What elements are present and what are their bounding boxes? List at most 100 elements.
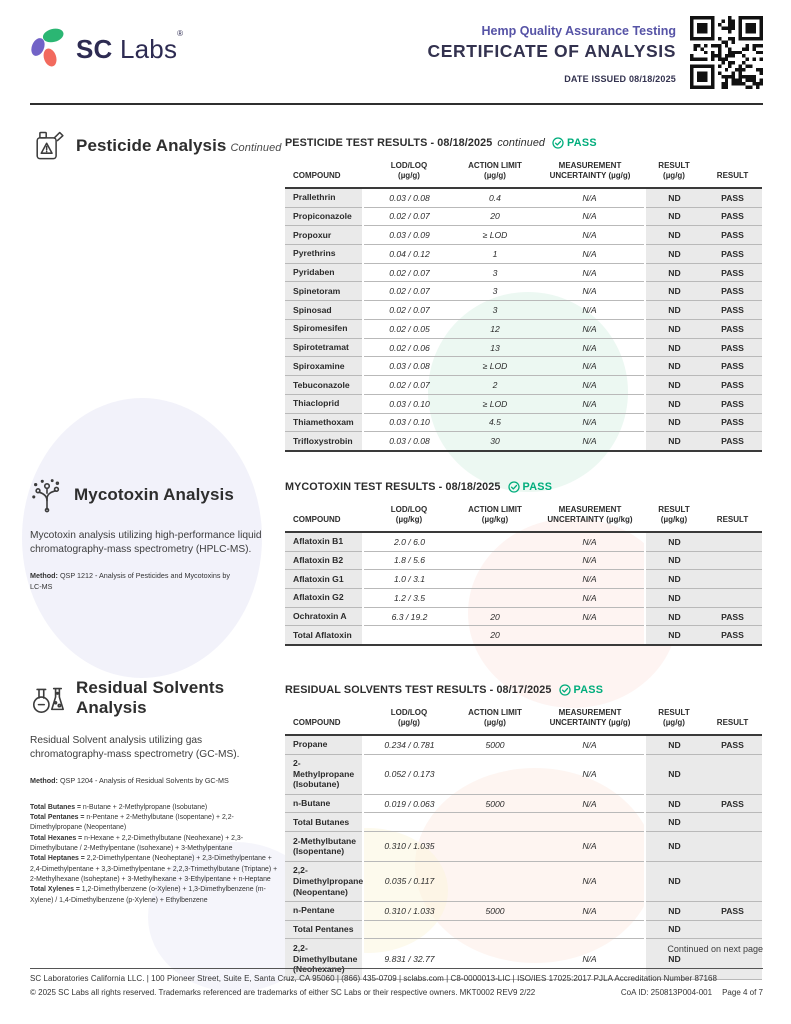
action-limit-cell: 1 — [455, 244, 535, 264]
result-value-cell: ND — [644, 794, 703, 814]
mycotoxin-section-intro: Mycotoxin Analysis Mycotoxin analysis ut… — [30, 477, 282, 592]
table-header-row: COMPOUND LOD/LOQ (µg/kg) ACTION LIMIT (µg/kg… — [285, 502, 762, 533]
action-limit-cell: 13 — [455, 338, 535, 358]
method-text: QSP 1212 - Analysis of Pesticides and My… — [30, 571, 231, 591]
compound-cell: 2-Methylbutane (Isopentane) — [285, 831, 364, 862]
compound-cell: Trifloxystrobin — [285, 431, 364, 453]
table-row: Spinosad 0.02 / 0.07 3 N/A ND PASS — [285, 300, 762, 320]
lod-loq-cell: 1.0 / 3.1 — [363, 569, 455, 589]
result-value-cell: ND — [644, 920, 703, 940]
result-status-cell: PASS — [703, 281, 762, 302]
compound-cell: Spirotetramat — [285, 338, 364, 358]
lod-loq-cell: 0.03 / 0.09 — [363, 225, 455, 245]
action-limit-cell — [455, 812, 535, 833]
column-header: MEASUREMENT UNCERTAINTY (µg/g) — [535, 705, 645, 736]
uncertainty-cell: N/A — [535, 300, 645, 320]
lod-loq-cell: 0.03 / 0.08 — [363, 356, 455, 377]
result-status-cell: PASS — [703, 319, 762, 339]
table-row: 2,2-Dimethylpropane (Neopentane) 0.035 / … — [285, 861, 762, 902]
action-limit-cell: 20 — [455, 607, 535, 627]
result-status-cell: PASS — [703, 187, 762, 208]
program-title: Hemp Quality Assurance Testing — [481, 24, 677, 38]
lod-loq-cell — [363, 920, 455, 940]
action-limit-cell: 12 — [455, 319, 535, 339]
column-header: LOD/LOQ (µg/g) — [363, 158, 455, 189]
result-status-cell: PASS — [703, 375, 762, 395]
section-title-solvents: Residual Solvents Analysis — [76, 678, 225, 717]
results-title-text: PESTICIDE TEST RESULTS - 08/18/2025 — [285, 137, 493, 149]
uncertainty-cell: N/A — [535, 187, 645, 208]
compound-cell: Spiromesifen — [285, 319, 364, 339]
column-header: ACTION LIMIT (µg/g) — [455, 705, 535, 736]
result-value-cell: ND — [644, 431, 703, 453]
action-limit-cell: 4.5 — [455, 413, 535, 433]
compound-cell: 2-Methylpropane (Isobutane) — [285, 754, 364, 795]
pass-label: PASS — [573, 684, 604, 696]
section-title-suffix: Continued — [230, 142, 282, 154]
result-status-cell — [703, 569, 762, 589]
column-header: MEASUREMENT UNCERTAINTY (µg/g) — [535, 158, 645, 189]
registered-mark: ® — [177, 29, 184, 38]
compound-cell: Thiamethoxam — [285, 413, 364, 433]
compound-cell: 2,2-Dimethylbutane (Neohexane) — [285, 938, 364, 980]
result-status-cell: PASS — [703, 207, 762, 227]
pass-indicator: PASS — [552, 137, 597, 149]
result-value-cell: ND — [644, 625, 703, 647]
result-value-cell: ND — [644, 531, 703, 552]
uncertainty-cell: N/A — [535, 794, 645, 814]
solvents-section-intro: Residual Solvents Analysis Residual Solv… — [30, 678, 282, 906]
result-value-cell: ND — [644, 356, 703, 377]
lod-loq-cell: 0.052 / 0.173 — [363, 754, 455, 795]
uncertainty-cell — [535, 920, 645, 940]
pesticide-results-heading: PESTICIDE TEST RESULTS - 08/18/2025 cont… — [285, 137, 762, 149]
sc-labs-logo-icon — [30, 26, 68, 68]
result-status-cell: PASS — [703, 338, 762, 358]
note-total-butanes: Total Butanes = n-Butane + 2-Methylpropa… — [30, 803, 208, 811]
results-title-text: MYCOTOXIN TEST RESULTS - 08/18/2025 — [285, 481, 501, 493]
uncertainty-cell: N/A — [535, 588, 645, 608]
check-circle-icon — [558, 684, 571, 696]
pesticide-jug-icon — [30, 127, 66, 165]
lod-loq-cell: 0.035 / 0.117 — [363, 861, 455, 902]
certificate-title: CERTIFICATE OF ANALYSIS — [427, 41, 676, 61]
result-value-cell: ND — [644, 812, 703, 833]
result-status-cell — [703, 531, 762, 552]
footer-copyright: © 2025 SC Labs all rights reserved. Trad… — [30, 988, 536, 997]
method-label: Method: — [30, 571, 58, 581]
table-row: Total Butanes ND — [285, 812, 762, 833]
mycotoxin-results-heading: MYCOTOXIN TEST RESULTS - 08/18/2025 PASS — [285, 481, 762, 493]
table-row: 2-Methylpropane (Isobutane) 0.052 / 0.173… — [285, 754, 762, 795]
lod-loq-cell: 0.02 / 0.07 — [363, 375, 455, 395]
uncertainty-cell: N/A — [535, 607, 645, 627]
lod-loq-cell: 0.02 / 0.05 — [363, 319, 455, 339]
uncertainty-cell: N/A — [535, 244, 645, 264]
uncertainty-cell — [535, 812, 645, 833]
result-status-cell — [703, 588, 762, 608]
column-header: RESULT — [703, 705, 762, 736]
result-value-cell: ND — [644, 244, 703, 264]
action-limit-cell: 5000 — [455, 901, 535, 921]
result-value-cell: ND — [644, 375, 703, 395]
table-row: Aflatoxin G2 1.2 / 3.5 N/A ND — [285, 588, 762, 608]
result-status-cell — [703, 938, 762, 980]
lod-loq-cell: 0.234 / 0.781 — [363, 734, 455, 755]
compound-cell: Aflatoxin B1 — [285, 531, 364, 552]
table-row: Aflatoxin B2 1.8 / 5.6 N/A ND — [285, 551, 762, 571]
table-row: Thiacloprid 0.03 / 0.10 ≥ LOD N/A ND PASS — [285, 394, 762, 414]
table-row: Prallethrin 0.03 / 0.08 0.4 N/A ND PASS — [285, 187, 762, 208]
action-limit-cell — [455, 531, 535, 552]
compound-cell: Aflatoxin B2 — [285, 551, 364, 571]
lod-loq-cell: 0.03 / 0.08 — [363, 187, 455, 208]
continued-on-next-page: Continued on next page — [667, 944, 763, 954]
column-header: COMPOUND — [285, 158, 363, 189]
action-limit-cell: ≥ LOD — [455, 225, 535, 245]
table-header-row: COMPOUND LOD/LOQ (µg/g) ACTION LIMIT (µg/g) M… — [285, 158, 762, 189]
action-limit-cell — [455, 754, 535, 795]
column-header: ACTION LIMIT (µg/g) — [455, 158, 535, 189]
table-row: Total Pentanes ND — [285, 920, 762, 940]
table-row: Ochratoxin A 6.3 / 19.2 20 N/A ND PASS — [285, 607, 762, 627]
result-value-cell: ND — [644, 901, 703, 921]
coa-id: CoA ID: 250813P004-001 — [620, 988, 713, 997]
result-value-cell: ND — [644, 413, 703, 433]
